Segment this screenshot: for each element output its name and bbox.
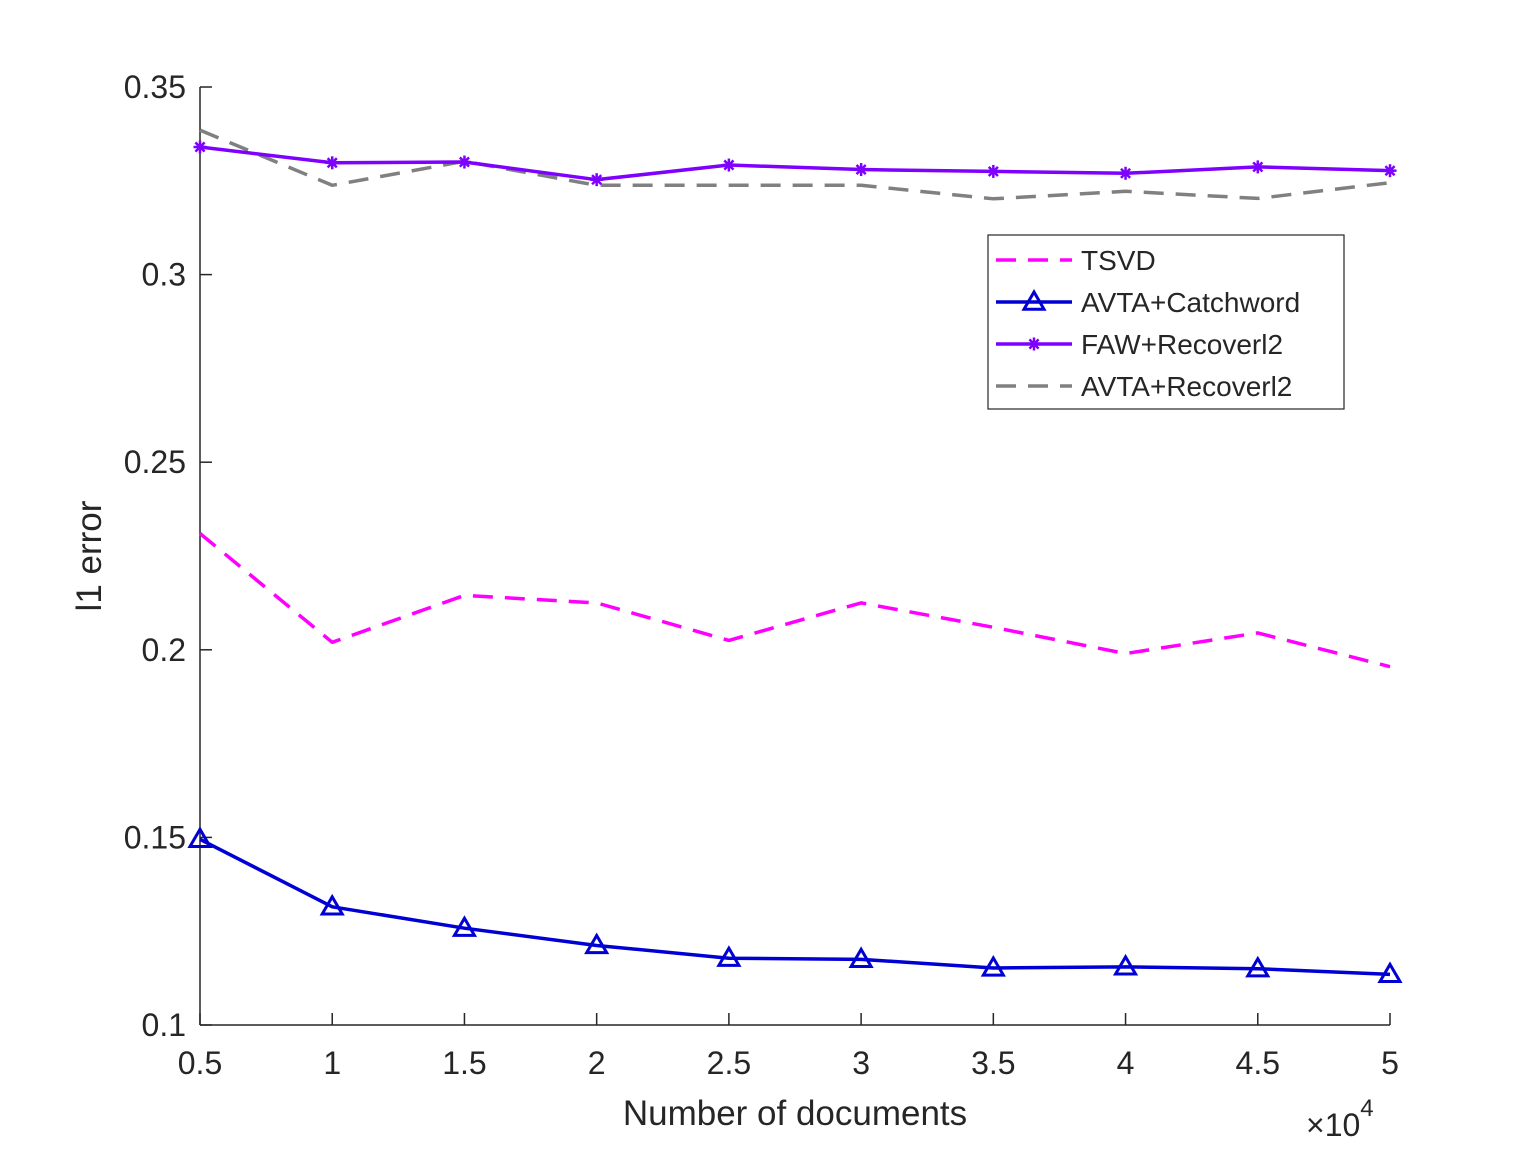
legend-label: AVTA+Catchword — [1081, 287, 1300, 318]
data-point-avta-catchword — [1245, 955, 1271, 978]
series-line-faw-recoverl2 — [199, 145, 1391, 182]
y-axis-label: l1 error — [70, 500, 109, 611]
data-point-faw-recoverl2 — [854, 163, 868, 177]
x-multiplier: ×104 — [1306, 1095, 1374, 1143]
data-point-faw-recoverl2 — [457, 155, 471, 169]
data-point-avta-catchword — [848, 946, 874, 969]
y-tick-label: 0.25 — [124, 444, 186, 480]
data-point-avta-catchword — [319, 893, 345, 916]
y-tick-label: 0.35 — [124, 69, 186, 105]
legend-item-avta-catchword: AVTA+Catchword — [996, 287, 1300, 318]
series-tsvd — [198, 532, 1391, 669]
series-avta-catchword — [187, 826, 1403, 984]
series-line-avta-catchword — [199, 837, 1391, 977]
x-tick-label: 3.5 — [971, 1045, 1015, 1081]
series-line-avta-recoverl2 — [199, 128, 1391, 201]
y-tick-label: 0.1 — [142, 1007, 186, 1043]
data-point-faw-recoverl2 — [986, 164, 1000, 178]
data-point-avta-catchword — [584, 932, 610, 955]
legend-label: AVTA+Recoverl2 — [1081, 371, 1292, 402]
x-tick-label: 2.5 — [707, 1045, 751, 1081]
data-point-avta-catchword — [187, 826, 213, 848]
data-point-avta-catchword — [451, 915, 478, 937]
legend-item-faw-recoverl2: FAW+Recoverl2 — [996, 329, 1283, 360]
data-point-avta-catchword — [980, 954, 1006, 977]
x-tick-label: 1.5 — [442, 1045, 486, 1081]
series-line-tsvd — [198, 532, 1391, 669]
data-point-faw-recoverl2 — [1383, 164, 1397, 178]
data-point-faw-recoverl2 — [1251, 160, 1265, 174]
x-tick-label: 5 — [1381, 1045, 1399, 1081]
series-avta-recoverl2 — [199, 128, 1391, 201]
legend-label: FAW+Recoverl2 — [1081, 329, 1283, 360]
x-tick-label: 1 — [323, 1045, 341, 1081]
data-point-faw-recoverl2 — [1119, 166, 1133, 180]
legend-marker — [1027, 337, 1041, 351]
data-point-faw-recoverl2 — [193, 140, 207, 154]
y-tick-label: 0.3 — [142, 257, 186, 293]
legend-item-tsvd: TSVD — [996, 245, 1156, 276]
legend-box — [987, 234, 1345, 410]
legend-label: TSVD — [1081, 245, 1156, 276]
data-point-avta-catchword — [716, 945, 742, 967]
x-multiplier-exponent: 4 — [1360, 1095, 1373, 1122]
data-point-faw-recoverl2 — [722, 158, 736, 172]
y-tick-label: 0.15 — [124, 819, 186, 855]
x-multiplier-base: ×10 — [1306, 1107, 1360, 1143]
y-tick-label: 0.2 — [142, 632, 186, 668]
data-point-faw-recoverl2 — [325, 156, 339, 170]
data-point-avta-catchword — [1377, 961, 1403, 984]
legend: TSVD AVTA+Catchword FAW+Recoverl2 AVTA+Reco… — [987, 234, 1345, 410]
legend-marker — [1021, 289, 1047, 311]
series-faw-recoverl2 — [193, 140, 1397, 187]
x-tick-label: 2 — [588, 1045, 606, 1081]
data-point-avta-catchword — [1112, 953, 1139, 976]
x-tick-label: 4.5 — [1236, 1045, 1280, 1081]
series-layer — [187, 128, 1403, 984]
x-tick-label: 3 — [852, 1045, 870, 1081]
x-tick-label: 4 — [1117, 1045, 1135, 1081]
legend-item-avta-recoverl2: AVTA+Recoverl2 — [996, 371, 1292, 402]
x-tick-label: 0.5 — [178, 1045, 222, 1081]
axes: 0.5 1 1.5 2 2.5 3 3.5 4 4.5 5 0.1 0.15 0.2 0.25 0.3 0.3… — [124, 69, 1399, 1081]
x-axis-label: Number of documents — [623, 1094, 967, 1133]
data-point-faw-recoverl2 — [590, 173, 604, 187]
